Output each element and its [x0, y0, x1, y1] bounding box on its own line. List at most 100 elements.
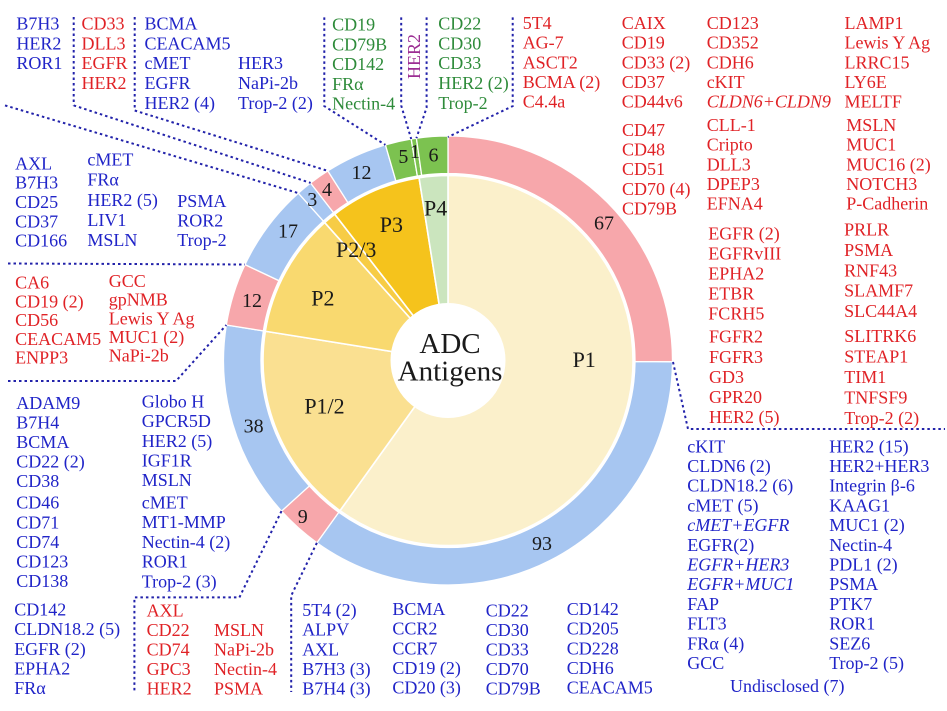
svg-text:CDH6: CDH6: [567, 658, 614, 678]
svg-text:12: 12: [242, 290, 262, 312]
svg-text:Globo H: Globo H: [142, 392, 205, 412]
svg-text:Nectin-4: Nectin-4: [332, 94, 395, 114]
svg-text:SEZ6: SEZ6: [829, 633, 870, 653]
svg-text:5: 5: [398, 146, 408, 168]
svg-text:gpNMB: gpNMB: [109, 290, 168, 310]
svg-text:CEACAM5: CEACAM5: [15, 329, 101, 349]
svg-text:MT1-MMP: MT1-MMP: [142, 512, 226, 532]
svg-text:HER2: HER2: [404, 34, 424, 79]
svg-text:EGFR+MUC1: EGFR+MUC1: [686, 574, 794, 594]
svg-text:CD33: CD33: [438, 53, 481, 73]
svg-text:EGFR (2): EGFR (2): [708, 224, 780, 245]
svg-text:B7H4: B7H4: [16, 413, 59, 433]
svg-text:EGFRvIII: EGFRvIII: [708, 244, 781, 264]
svg-text:CLDN6 (2): CLDN6 (2): [687, 456, 771, 477]
svg-text:SLC44A4: SLC44A4: [844, 301, 917, 321]
svg-text:CEACAM5: CEACAM5: [567, 678, 653, 698]
svg-text:FRα: FRα: [332, 74, 364, 94]
svg-text:GCC: GCC: [687, 653, 724, 673]
svg-text:CD70: CD70: [486, 659, 529, 679]
svg-text:BCMA: BCMA: [392, 599, 445, 619]
svg-text:CD74: CD74: [147, 640, 190, 660]
svg-text:B7H4 (3): B7H4 (3): [302, 679, 371, 700]
svg-text:P2: P2: [311, 286, 334, 311]
svg-text:CLDN6+CLDN9: CLDN6+CLDN9: [707, 92, 831, 112]
svg-text:EPHA2: EPHA2: [14, 658, 70, 678]
svg-text:67: 67: [594, 213, 614, 235]
svg-text:CD22: CD22: [147, 620, 190, 640]
svg-text:CAIX: CAIX: [622, 13, 666, 33]
svg-text:CD123: CD123: [707, 13, 759, 33]
svg-text:CD38: CD38: [16, 471, 59, 491]
svg-text:CD79B: CD79B: [332, 34, 387, 54]
svg-text:EFNA4: EFNA4: [707, 194, 763, 214]
svg-text:CD44v6: CD44v6: [622, 92, 683, 112]
svg-text:ROR1: ROR1: [829, 614, 875, 634]
svg-text:1: 1: [410, 141, 420, 163]
svg-text:NaPi-2b: NaPi-2b: [109, 346, 169, 366]
svg-text:cMET: cMET: [87, 150, 133, 170]
svg-text:PDL1 (2): PDL1 (2): [829, 555, 898, 576]
svg-text:cMET: cMET: [142, 493, 188, 513]
svg-text:93: 93: [532, 533, 552, 555]
svg-text:PSMA: PSMA: [829, 574, 878, 594]
svg-text:CD71: CD71: [16, 512, 59, 532]
svg-text:ETBR: ETBR: [708, 284, 754, 304]
svg-text:P-Cadherin: P-Cadherin: [846, 194, 928, 214]
svg-text:DLL3: DLL3: [82, 33, 126, 53]
svg-text:CD138: CD138: [16, 571, 68, 591]
svg-text:NaPi-2b: NaPi-2b: [214, 640, 274, 660]
svg-text:MUC1 (2): MUC1 (2): [829, 515, 905, 536]
svg-text:CD37: CD37: [15, 211, 58, 231]
svg-text:12: 12: [352, 162, 372, 184]
svg-text:LRRC15: LRRC15: [845, 52, 910, 72]
svg-text:DPEP3: DPEP3: [707, 174, 760, 194]
svg-text:CD19: CD19: [332, 15, 375, 35]
svg-text:HER2 (4): HER2 (4): [145, 93, 216, 114]
svg-text:EGFR: EGFR: [82, 53, 128, 73]
svg-text:P1/2: P1/2: [304, 393, 344, 418]
svg-text:cMET (5): cMET (5): [687, 495, 758, 516]
svg-text:FRα: FRα: [14, 678, 46, 698]
svg-text:FLT3: FLT3: [687, 614, 726, 634]
svg-text:B7H3: B7H3: [15, 173, 58, 193]
svg-text:EGFR (2): EGFR (2): [14, 639, 86, 660]
svg-text:HER2: HER2: [16, 33, 61, 53]
svg-text:CD352: CD352: [707, 33, 759, 53]
svg-text:FRα: FRα: [87, 170, 119, 190]
svg-text:5T4 (2): 5T4 (2): [302, 600, 356, 621]
svg-text:Nectin-4: Nectin-4: [829, 535, 892, 555]
svg-text:ASCT2: ASCT2: [523, 52, 578, 72]
svg-text:Nectin-4: Nectin-4: [214, 659, 277, 679]
svg-text:B7H3 (3): B7H3 (3): [302, 659, 371, 680]
svg-text:Undisclosed (7): Undisclosed (7): [730, 676, 844, 697]
svg-text:DLL3: DLL3: [707, 154, 751, 174]
svg-text:IGF1R: IGF1R: [142, 450, 192, 470]
svg-text:Nectin-4 (2): Nectin-4 (2): [142, 532, 230, 553]
svg-text:Trop-2: Trop-2: [177, 230, 226, 250]
svg-text:CD48: CD48: [622, 140, 665, 160]
svg-text:HER3: HER3: [238, 53, 283, 73]
svg-text:CCR2: CCR2: [392, 619, 437, 639]
svg-text:MUC16 (2): MUC16 (2): [846, 154, 931, 175]
svg-text:5T4: 5T4: [523, 13, 552, 33]
svg-text:CDH6: CDH6: [707, 52, 754, 72]
svg-text:cMET: cMET: [145, 53, 191, 73]
svg-text:MSLN: MSLN: [142, 470, 192, 490]
svg-text:PSMA: PSMA: [177, 191, 226, 211]
svg-text:CD22: CD22: [438, 14, 481, 34]
svg-text:CD79B: CD79B: [486, 679, 541, 699]
svg-text:HER2: HER2: [147, 678, 192, 698]
svg-text:cMET+EGFR: cMET+EGFR: [687, 515, 789, 535]
svg-text:CD123: CD123: [16, 552, 68, 572]
svg-text:CD228: CD228: [567, 638, 619, 658]
svg-text:GCC: GCC: [109, 271, 146, 291]
svg-text:CLDN18.2 (6): CLDN18.2 (6): [687, 476, 793, 497]
svg-text:Trop-2: Trop-2: [438, 93, 487, 113]
svg-text:CLL-1: CLL-1: [707, 115, 756, 135]
svg-text:CD19 (2): CD19 (2): [15, 291, 84, 312]
svg-text:CD30: CD30: [486, 620, 529, 640]
svg-text:EPHA2: EPHA2: [708, 264, 764, 284]
svg-text:FCRH5: FCRH5: [708, 304, 764, 324]
svg-text:AXL: AXL: [15, 153, 52, 173]
